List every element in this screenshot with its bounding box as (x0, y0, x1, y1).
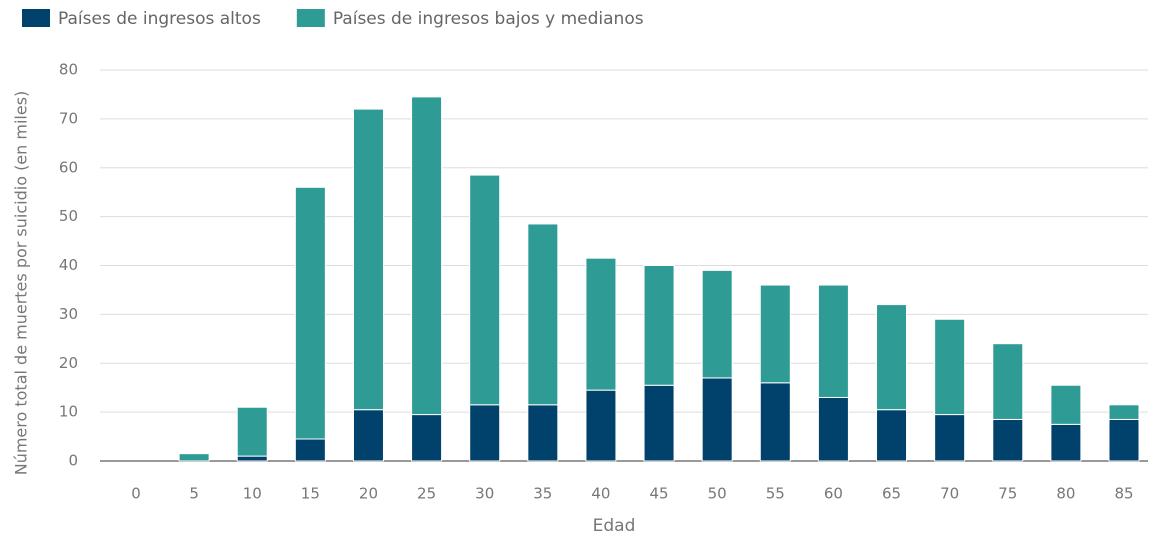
x-tick-label: 60 (824, 485, 843, 503)
legend-swatch (296, 9, 325, 27)
bar-segment (294, 186, 326, 440)
legend-label: Países de ingresos altos (58, 9, 261, 29)
legend-label: Países de ingresos bajos y medianos (333, 9, 644, 29)
x-tick-label: 70 (940, 485, 959, 503)
x-axis-label: Edad (593, 516, 636, 536)
bar-segment (178, 453, 210, 462)
bar-segment (817, 396, 849, 462)
bar-segment (876, 409, 908, 462)
x-tick-label: 20 (359, 485, 378, 503)
bar-segment (759, 284, 791, 384)
bar-segment (469, 174, 501, 406)
bar-segment (1108, 404, 1140, 420)
bar-segment (817, 284, 849, 398)
x-tick-label: 15 (301, 485, 320, 503)
y-tick-label: 0 (68, 452, 78, 470)
x-tick-label: 55 (766, 485, 785, 503)
x-tick-label: 5 (189, 485, 199, 503)
y-tick-label: 60 (59, 158, 78, 176)
bar-segment (236, 455, 268, 462)
bar-segment (352, 409, 384, 462)
x-tick-label: 85 (1114, 485, 1133, 503)
y-tick-label: 10 (59, 403, 78, 421)
bar-segment (701, 377, 733, 462)
x-tick-label: 75 (998, 485, 1017, 503)
bar-segment (294, 438, 326, 462)
bar-segment (411, 96, 443, 416)
x-tick-label: 0 (131, 485, 141, 503)
x-tick-label: 10 (243, 485, 262, 503)
bar-segment (643, 384, 675, 462)
x-tick-label: 80 (1056, 485, 1075, 503)
y-tick-label: 80 (59, 61, 78, 79)
legend: Países de ingresos altos Países de ingres… (22, 9, 644, 29)
bar-segment (585, 389, 617, 462)
y-tick-label: 30 (59, 305, 78, 323)
y-tick-label: 70 (59, 109, 78, 127)
bar-segment (992, 343, 1024, 420)
bar-segment (934, 318, 966, 416)
bar-segment (1108, 418, 1140, 462)
x-tick-label: 50 (708, 485, 727, 503)
bar-segment (527, 404, 559, 462)
bar-segment (992, 418, 1024, 462)
x-tick-label: 25 (417, 485, 436, 503)
bar-segment (876, 304, 908, 411)
bar-segment (527, 223, 559, 406)
bar-segment (585, 257, 617, 391)
y-axis-label: Número total de muertes por suicidio (en… (12, 91, 31, 476)
x-tick-label: 30 (475, 485, 494, 503)
x-tick-label: 35 (533, 485, 552, 503)
bar-segment (643, 265, 675, 386)
x-tick-label: 45 (650, 485, 669, 503)
bar-segment (701, 269, 733, 379)
y-tick-label: 50 (59, 207, 78, 225)
legend-swatch (22, 9, 50, 27)
bar-segment (934, 414, 966, 462)
bar-segment (352, 108, 384, 411)
bar-segment (411, 414, 443, 462)
bar-segment (1050, 384, 1082, 425)
x-tick-label: 65 (882, 485, 901, 503)
bar-segment (759, 382, 791, 462)
x-tick-label: 40 (591, 485, 610, 503)
bar-segment (469, 404, 501, 462)
bar-segment (1050, 423, 1082, 462)
bar-segment (236, 406, 268, 457)
y-tick-label: 40 (59, 256, 78, 274)
y-tick-label: 20 (59, 354, 78, 372)
